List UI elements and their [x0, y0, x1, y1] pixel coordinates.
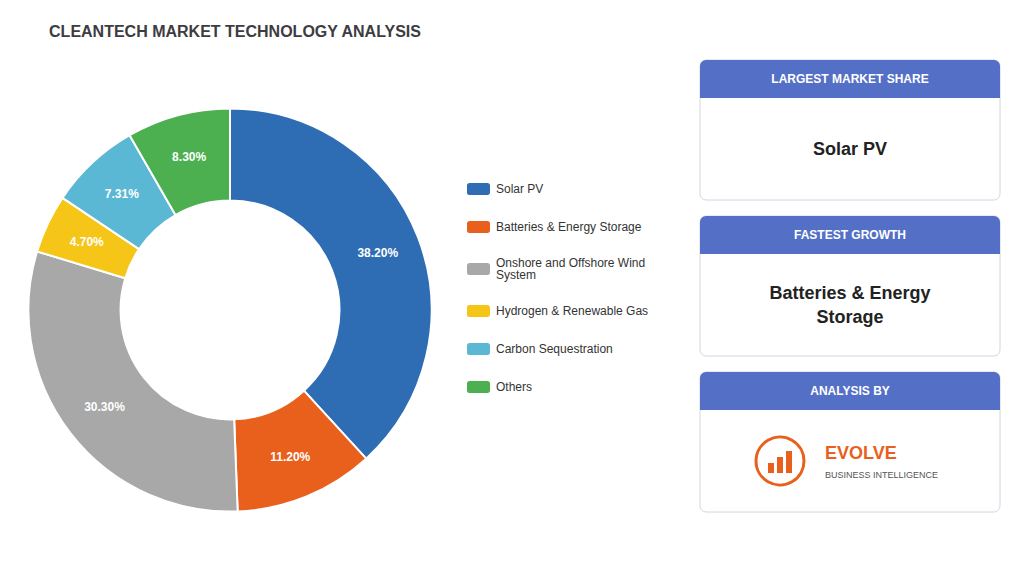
svg-text:Others: Others: [496, 380, 532, 394]
svg-text:Batteries & Energy: Batteries & Energy: [769, 283, 930, 303]
svg-text:Storage: Storage: [816, 307, 883, 327]
svg-text:BUSINESS INTELLIGENCE: BUSINESS INTELLIGENCE: [825, 470, 938, 480]
svg-text:Hydrogen & Renewable Gas: Hydrogen & Renewable Gas: [496, 304, 648, 318]
svg-text:Solar PV: Solar PV: [813, 139, 887, 159]
svg-text:Batteries & Energy Storage: Batteries & Energy Storage: [496, 220, 642, 234]
svg-text:7.31%: 7.31%: [105, 187, 139, 201]
svg-text:8.30%: 8.30%: [172, 150, 206, 164]
svg-text:System: System: [496, 268, 536, 282]
svg-text:FASTEST GROWTH: FASTEST GROWTH: [794, 228, 906, 242]
svg-text:4.70%: 4.70%: [70, 235, 104, 249]
svg-text:38.20%: 38.20%: [357, 246, 398, 260]
svg-text:Solar PV: Solar PV: [496, 182, 543, 196]
svg-text:Onshore and Offshore Wind: Onshore and Offshore Wind: [496, 256, 646, 270]
svg-text:11.20%: 11.20%: [270, 450, 310, 464]
svg-text:EVOLVE: EVOLVE: [825, 443, 897, 463]
svg-text:LARGEST MARKET SHARE: LARGEST MARKET SHARE: [771, 72, 928, 86]
svg-text:30.30%: 30.30%: [84, 400, 125, 414]
svg-text:Carbon Sequestration: Carbon Sequestration: [496, 342, 613, 356]
svg-text:ANALYSIS BY: ANALYSIS BY: [810, 384, 890, 398]
svg-text:CLEANTECH MARKET TECHNOLOGY AN: CLEANTECH MARKET TECHNOLOGY ANALYSIS: [49, 23, 421, 40]
